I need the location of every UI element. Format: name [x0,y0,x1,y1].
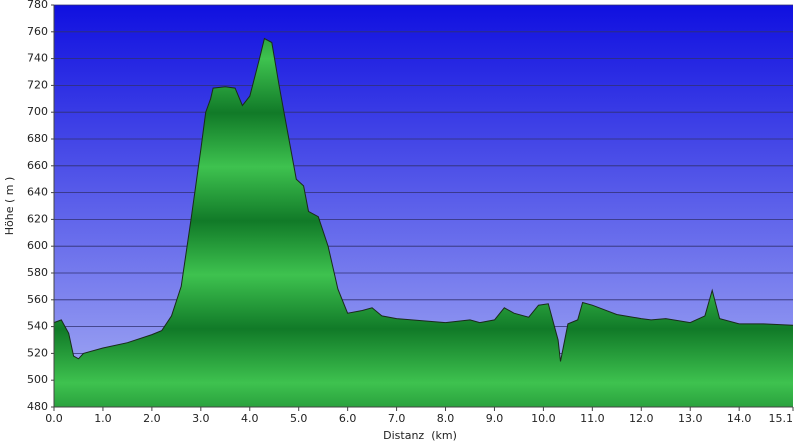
y-tick-label: 560 [27,293,48,306]
x-axis-label: Distanz (km) [383,429,457,442]
x-tick-label: 0.0 [45,412,63,425]
x-tick-label: 4.0 [241,412,259,425]
y-axis-label: Höhe ( m ) [3,177,16,236]
y-tick-label: 740 [27,52,48,65]
y-tick-label: 520 [27,346,48,359]
x-tick-label: 14.0 [727,412,752,425]
x-tick-label: 9.0 [486,412,504,425]
x-tick-label: 6.0 [339,412,357,425]
y-tick-label: 500 [27,373,48,386]
x-tick-label: 3.0 [192,412,210,425]
x-tick-label: 2.0 [143,412,161,425]
profile-line [53,37,794,362]
y-tick-label: 600 [27,239,48,252]
area [54,38,793,407]
x-tick-label: 7.0 [388,412,406,425]
x-tick-label: 13.0 [678,412,703,425]
x-tick-label: 11.0 [580,412,605,425]
x-tick-label: 5.0 [290,412,308,425]
x-tick-label: 8.0 [437,412,455,425]
x-tick-label: 1.0 [94,412,112,425]
x-tick-label: 10.0 [531,412,556,425]
y-tick-label: 760 [27,25,48,38]
y-tick-label: 580 [27,266,48,279]
y-tick-label: 540 [27,320,48,333]
y-tick-label: 700 [27,105,48,118]
y-tick-label: 720 [27,78,48,91]
y-tick-label: 680 [27,132,48,145]
y-tick-label: 780 [27,0,48,11]
y-tick-label: 480 [27,400,48,413]
y-tick-label: 620 [27,212,48,225]
y-tick-label: 660 [27,159,48,172]
x-tick-label: 15.1 [769,412,794,425]
x-tick-label: 12.0 [629,412,654,425]
y-tick-label: 640 [27,186,48,199]
